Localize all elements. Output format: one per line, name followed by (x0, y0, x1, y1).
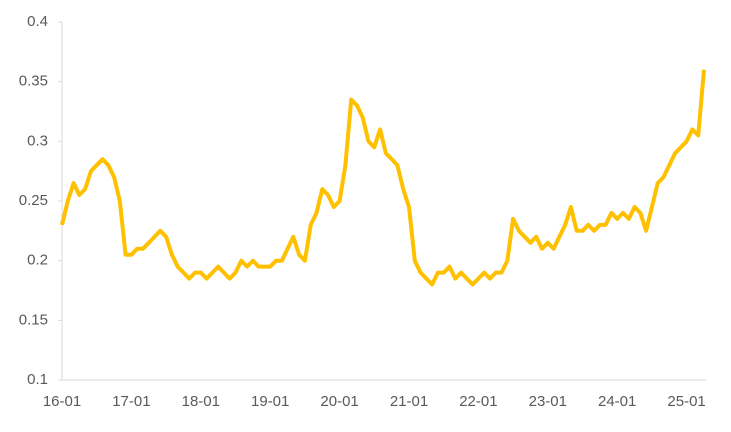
x-tick-label: 20-01 (320, 393, 358, 410)
y-tick-label: 0.1 (27, 371, 48, 388)
y-tick-label: 0.3 (27, 132, 48, 149)
x-tick-label: 21-01 (390, 393, 428, 410)
data-line (60, 69, 706, 287)
x-tick-label: 18-01 (182, 393, 220, 410)
x-tick-label: 22-01 (459, 393, 497, 410)
x-tick-label: 24-01 (598, 393, 636, 410)
x-tick-label: 16-01 (43, 393, 81, 410)
x-tick-label: 23-01 (529, 393, 567, 410)
y-tick-label: 0.2 (27, 252, 48, 269)
y-tick-label: 0.15 (19, 311, 48, 328)
x-tick-label: 19-01 (251, 393, 289, 410)
y-tick-label: 0.4 (27, 13, 48, 30)
x-tick-label: 17-01 (112, 393, 150, 410)
y-tick-label: 0.35 (19, 73, 48, 90)
x-tick-label: 25-01 (667, 393, 705, 410)
y-tick-label: 0.25 (19, 192, 48, 209)
